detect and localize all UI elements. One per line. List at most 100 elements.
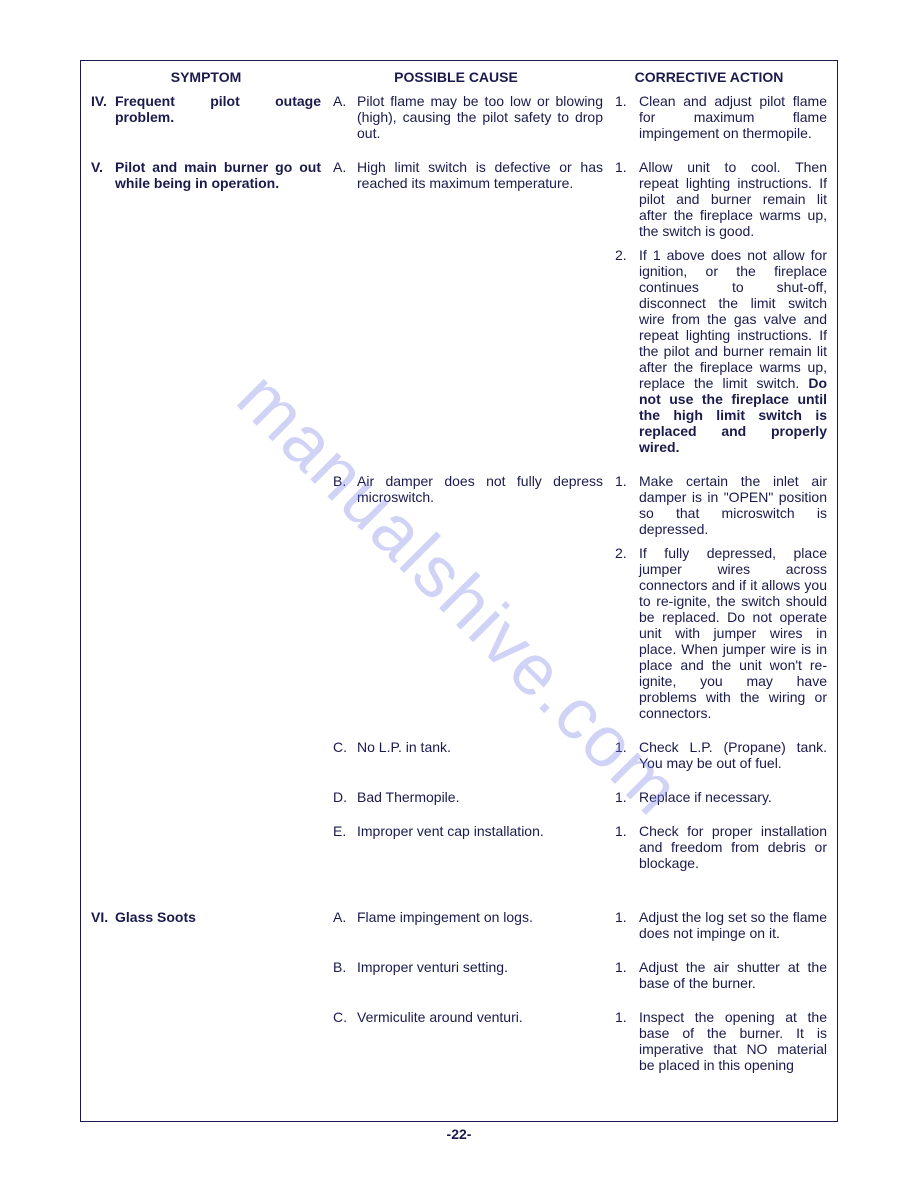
cause-item: A.High limit switch is defective or has … (333, 159, 603, 191)
action-text: If fully depressed, place jumper wires a… (639, 545, 827, 721)
cause-text: Vermiculite around venturi. (357, 1009, 603, 1025)
action-cell: 1.Check for proper installation and free… (615, 823, 827, 879)
action-text: If 1 above does not allow for ignition, … (639, 247, 827, 455)
table-row: B.Air damper does not fully depress micr… (91, 473, 827, 729)
action-cell: 1.Make certain the inlet air damper is i… (615, 473, 827, 729)
cause-cell: A.Pilot flame may be too low or blowing … (333, 93, 615, 149)
action-text: Check for proper installation and freedo… (639, 823, 827, 871)
cause-item: B.Improper venturi setting. (333, 959, 603, 975)
symptom-marker: VI. (91, 909, 115, 925)
action-text: Replace if necessary. (639, 789, 827, 805)
cause-cell: A.High limit switch is defective or has … (333, 159, 615, 199)
table-row: D.Bad Thermopile. 1.Replace if necessary. (91, 789, 827, 813)
cause-text: Flame impingement on logs. (357, 909, 603, 925)
action-item: 1.Check L.P. (Propane) tank. You may be … (615, 739, 827, 771)
cause-item: C.Vermiculite around venturi. (333, 1009, 603, 1025)
action-cell: 1.Clean and adjust pilot flame for maxim… (615, 93, 827, 149)
symptom-item: V.Pilot and main burner go out while bei… (91, 159, 321, 191)
cause-text: Air damper does not fully depress micros… (357, 473, 603, 505)
table-row: VI.Glass Soots A.Flame impingement on log… (91, 909, 827, 949)
symptom-marker: IV. (91, 93, 115, 125)
table-row: V.Pilot and main burner go out while bei… (91, 159, 827, 463)
symptom-cell: IV.Frequent pilot outage problem. (91, 93, 333, 133)
action-marker: 2. (615, 545, 639, 721)
cause-marker: E. (333, 823, 357, 839)
cause-item: B.Air damper does not fully depress micr… (333, 473, 603, 505)
cause-marker: A. (333, 909, 357, 925)
table-body: IV.Frequent pilot outage problem.A.Pilot… (81, 89, 837, 1121)
action-item: 1.Make certain the inlet air damper is i… (615, 473, 827, 537)
cause-item: C.No L.P. in tank. (333, 739, 603, 755)
cause-cell: C.No L.P. in tank. (333, 739, 615, 763)
cause-marker: A. (333, 93, 357, 141)
cause-marker: A. (333, 159, 357, 191)
action-item: 2.If 1 above does not allow for ignition… (615, 247, 827, 455)
symptom-text: Pilot and main burner go out while being… (115, 159, 321, 191)
header-action: CORRECTIVE ACTION (591, 69, 827, 85)
cause-marker: D. (333, 789, 357, 805)
cause-text: Improper venturi setting. (357, 959, 603, 975)
action-item: 1.Clean and adjust pilot flame for maxim… (615, 93, 827, 141)
action-item: 1.Adjust the air shutter at the base of … (615, 959, 827, 991)
cause-text: High limit switch is defective or has re… (357, 159, 603, 191)
action-marker: 2. (615, 247, 639, 455)
action-marker: 1. (615, 789, 639, 805)
action-marker: 1. (615, 823, 639, 871)
cause-item: A.Pilot flame may be too low or blowing … (333, 93, 603, 141)
symptom-marker: V. (91, 159, 115, 191)
action-item: 1.Inspect the opening at the base of the… (615, 1009, 827, 1073)
symptom-cell: V.Pilot and main burner go out while bei… (91, 159, 333, 199)
action-text: Adjust the log set so the flame does not… (639, 909, 827, 941)
action-item: 2.If fully depressed, place jumper wires… (615, 545, 827, 721)
header-cause: POSSIBLE CAUSE (321, 69, 591, 85)
cause-item: E.Improper vent cap installation. (333, 823, 603, 839)
action-text: Allow unit to cool. Then repeat lighting… (639, 159, 827, 239)
cause-item: D.Bad Thermopile. (333, 789, 603, 805)
section-spacer (91, 889, 827, 909)
document-page: manualshive.com SYMPTOM POSSIBLE CAUSE C… (0, 0, 918, 1188)
cause-cell: A.Flame impingement on logs. (333, 909, 615, 933)
header-symptom: SYMPTOM (91, 69, 321, 85)
action-item: 1.Replace if necessary. (615, 789, 827, 805)
action-cell: 1.Allow unit to cool. Then repeat lighti… (615, 159, 827, 463)
action-marker: 1. (615, 159, 639, 239)
action-cell: 1.Adjust the log set so the flame does n… (615, 909, 827, 949)
table-row: C.Vermiculite around venturi. 1.Inspect t… (91, 1009, 827, 1081)
action-text: Clean and adjust pilot flame for maximum… (639, 93, 827, 141)
action-marker: 1. (615, 473, 639, 537)
symptom-text: Glass Soots (115, 909, 321, 925)
action-text: Adjust the air shutter at the base of th… (639, 959, 827, 991)
action-marker: 1. (615, 1009, 639, 1073)
symptom-item: VI.Glass Soots (91, 909, 321, 925)
cause-cell: E.Improper vent cap installation. (333, 823, 615, 847)
action-cell: 1.Inspect the opening at the base of the… (615, 1009, 827, 1081)
action-cell: 1.Check L.P. (Propane) tank. You may be … (615, 739, 827, 779)
action-cell: 1.Adjust the air shutter at the base of … (615, 959, 827, 999)
cause-cell: D.Bad Thermopile. (333, 789, 615, 813)
table-row: IV.Frequent pilot outage problem. A.Pilot… (91, 93, 827, 149)
cause-marker: B. (333, 473, 357, 505)
table-header-row: SYMPTOM POSSIBLE CAUSE CORRECTIVE ACTION (81, 61, 837, 89)
table-row: C.No L.P. in tank. 1.Check L.P. (Propane)… (91, 739, 827, 779)
action-text: Inspect the opening at the base of the b… (639, 1009, 827, 1073)
action-item: 1.Allow unit to cool. Then repeat lighti… (615, 159, 827, 239)
table-row: E.Improper vent cap installation. 1.Check… (91, 823, 827, 879)
symptom-cell: VI.Glass Soots (91, 909, 333, 933)
action-bold-tail: Do not use the fireplace until the high … (639, 375, 827, 455)
symptom-item: IV.Frequent pilot outage problem. (91, 93, 321, 125)
cause-item: A.Flame impingement on logs. (333, 909, 603, 925)
cause-cell: C.Vermiculite around venturi. (333, 1009, 615, 1033)
cause-marker: B. (333, 959, 357, 975)
cause-text: Bad Thermopile. (357, 789, 603, 805)
action-cell: 1.Replace if necessary. (615, 789, 827, 813)
action-item: 1.Adjust the log set so the flame does n… (615, 909, 827, 941)
action-marker: 1. (615, 959, 639, 991)
action-marker: 1. (615, 739, 639, 771)
cause-text: Pilot flame may be too low or blowing (h… (357, 93, 603, 141)
cause-text: No L.P. in tank. (357, 739, 603, 755)
cause-marker: C. (333, 739, 357, 755)
action-item: 1.Check for proper installation and free… (615, 823, 827, 871)
cause-marker: C. (333, 1009, 357, 1025)
cause-text: Improper vent cap installation. (357, 823, 603, 839)
action-text: Check L.P. (Propane) tank. You may be ou… (639, 739, 827, 771)
